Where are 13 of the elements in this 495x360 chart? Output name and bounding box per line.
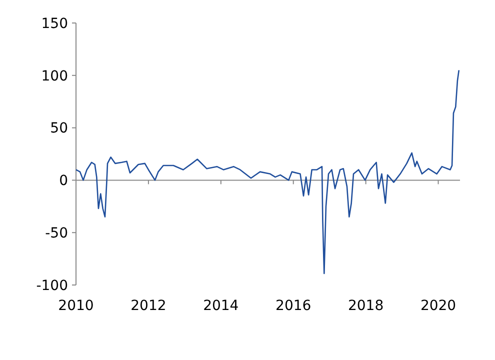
x-tick-label: 2010 — [58, 298, 94, 314]
x-tick-label: 2020 — [420, 298, 456, 314]
y-tick-label: -100 — [36, 278, 68, 294]
y-tick-label: 0 — [59, 173, 68, 190]
y-tick-label: -50 — [45, 226, 68, 242]
y-tick-label: 50 — [50, 120, 68, 137]
x-tick-label: 2016 — [276, 298, 312, 314]
y-tick-label: 150 — [41, 16, 68, 32]
line-series — [75, 70, 460, 274]
x-tick-label: 2014 — [203, 298, 239, 314]
x-tick-label: 2018 — [348, 298, 384, 314]
x-tick-label: 2012 — [130, 298, 166, 314]
y-tick-label: 100 — [41, 68, 68, 84]
